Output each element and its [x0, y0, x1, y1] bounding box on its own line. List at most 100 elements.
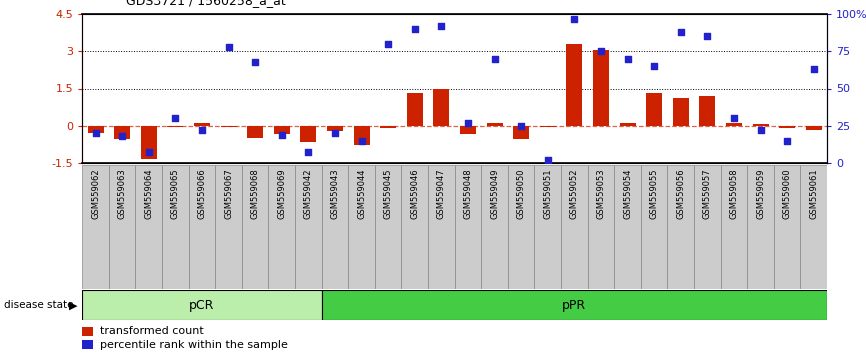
Bar [87, 126, 104, 133]
Bar [353, 126, 370, 145]
Text: GSM559064: GSM559064 [145, 169, 153, 219]
Point [249, 59, 262, 64]
Text: GSM559048: GSM559048 [463, 169, 473, 219]
Bar [114, 126, 130, 139]
Bar [380, 126, 396, 128]
Text: GSM559042: GSM559042 [304, 169, 313, 219]
Point [488, 56, 501, 62]
Point [461, 120, 475, 126]
Bar [673, 98, 688, 126]
Text: GSM559059: GSM559059 [756, 169, 765, 219]
Text: GSM559069: GSM559069 [277, 169, 287, 219]
Point [328, 130, 342, 136]
Text: pCR: pCR [190, 299, 215, 312]
Point [301, 150, 315, 155]
Point [168, 115, 182, 121]
Bar [514, 126, 529, 139]
Bar [534, 165, 561, 289]
Bar [540, 126, 556, 127]
Text: GSM559047: GSM559047 [436, 169, 446, 219]
Bar [321, 165, 348, 289]
Bar [221, 126, 236, 127]
Text: pPR: pPR [562, 299, 586, 312]
Bar [700, 96, 715, 126]
Text: GSM559066: GSM559066 [197, 169, 206, 219]
Bar [141, 126, 157, 159]
Bar [593, 50, 609, 126]
Bar [242, 165, 268, 289]
Bar [747, 165, 774, 289]
Bar [455, 165, 481, 289]
Text: GSM559049: GSM559049 [490, 169, 499, 219]
Text: GSM559044: GSM559044 [357, 169, 366, 219]
Bar [109, 165, 135, 289]
Point [435, 23, 449, 29]
Point [594, 48, 608, 54]
Text: GSM559060: GSM559060 [783, 169, 792, 219]
Text: GSM559054: GSM559054 [623, 169, 632, 219]
Text: GSM559061: GSM559061 [809, 169, 818, 219]
Bar [588, 165, 614, 289]
Bar [726, 123, 742, 126]
Bar [774, 165, 800, 289]
Point [674, 29, 688, 35]
Bar [82, 326, 94, 336]
Bar [566, 44, 582, 126]
Point [222, 44, 236, 50]
Bar [402, 165, 428, 289]
Bar [194, 123, 210, 126]
Point [780, 138, 794, 143]
Bar [800, 165, 827, 289]
Point [88, 130, 102, 136]
Text: GSM559068: GSM559068 [250, 169, 260, 219]
Bar [646, 93, 662, 126]
Bar [641, 165, 668, 289]
Text: GSM559045: GSM559045 [384, 169, 392, 219]
Bar [268, 165, 295, 289]
Text: percentile rank within the sample: percentile rank within the sample [100, 339, 288, 350]
Point [381, 41, 395, 47]
Bar [805, 126, 822, 130]
Point [354, 138, 368, 143]
Bar [274, 126, 290, 134]
Bar [779, 126, 795, 128]
Bar [561, 165, 588, 289]
Bar [327, 126, 343, 131]
Point [540, 157, 554, 163]
Point [115, 133, 129, 139]
Bar [460, 126, 476, 134]
Text: GSM559053: GSM559053 [597, 169, 605, 219]
Text: GSM559058: GSM559058 [729, 169, 739, 219]
Bar [487, 123, 502, 126]
Bar [694, 165, 721, 289]
Text: GSM559046: GSM559046 [410, 169, 419, 219]
Bar [721, 165, 747, 289]
Text: GSM559063: GSM559063 [118, 169, 126, 219]
Point [142, 150, 156, 155]
Bar [295, 165, 321, 289]
Bar [135, 165, 162, 289]
Bar [407, 93, 423, 126]
Text: GSM559052: GSM559052 [570, 169, 578, 219]
Text: GSM559067: GSM559067 [224, 169, 233, 219]
Bar [167, 126, 184, 127]
Text: GSM559051: GSM559051 [543, 169, 553, 219]
Point [567, 16, 581, 22]
Bar [433, 88, 449, 126]
Text: GSM559057: GSM559057 [703, 169, 712, 219]
Point [275, 132, 288, 137]
Point [408, 26, 422, 32]
Point [701, 34, 714, 39]
Bar [614, 165, 641, 289]
Bar [619, 123, 636, 126]
Bar [162, 165, 189, 289]
Bar [507, 165, 534, 289]
Bar [375, 165, 402, 289]
Bar [247, 126, 263, 138]
Bar [82, 290, 321, 320]
Bar [428, 165, 455, 289]
Point [195, 127, 209, 133]
Bar [481, 165, 507, 289]
Bar [301, 126, 316, 142]
Text: disease state: disease state [4, 300, 74, 310]
